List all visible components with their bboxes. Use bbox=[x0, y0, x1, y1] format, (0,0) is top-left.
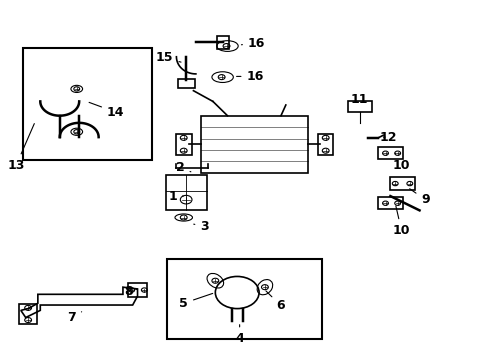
Text: 11: 11 bbox=[350, 93, 368, 106]
Text: 16: 16 bbox=[236, 70, 264, 83]
Bar bbox=[166, 258, 322, 339]
Text: 16: 16 bbox=[241, 37, 265, 50]
Bar bbox=[177, 79, 194, 88]
Bar bbox=[389, 177, 414, 190]
Bar bbox=[201, 116, 307, 173]
Text: 7: 7 bbox=[67, 311, 81, 324]
Text: 14: 14 bbox=[89, 102, 124, 119]
Bar bbox=[216, 36, 228, 49]
Bar bbox=[317, 134, 333, 155]
Bar bbox=[377, 147, 402, 159]
Text: 10: 10 bbox=[392, 153, 409, 172]
Text: 2: 2 bbox=[176, 161, 190, 174]
Bar bbox=[127, 283, 147, 297]
Text: 6: 6 bbox=[265, 291, 285, 312]
Text: 1: 1 bbox=[168, 190, 183, 203]
Bar bbox=[165, 175, 206, 210]
Bar bbox=[176, 134, 191, 155]
Bar bbox=[377, 197, 402, 210]
Text: 12: 12 bbox=[378, 131, 396, 144]
Text: 5: 5 bbox=[179, 293, 212, 310]
Text: 9: 9 bbox=[409, 189, 429, 206]
Bar bbox=[19, 304, 37, 324]
Bar bbox=[23, 48, 152, 160]
Text: 13: 13 bbox=[7, 123, 34, 172]
Text: 4: 4 bbox=[235, 325, 244, 346]
Text: 8: 8 bbox=[124, 285, 137, 298]
Text: 15: 15 bbox=[156, 51, 181, 64]
Bar bbox=[347, 101, 371, 112]
Text: 10: 10 bbox=[392, 206, 409, 237]
Text: 3: 3 bbox=[193, 220, 208, 233]
